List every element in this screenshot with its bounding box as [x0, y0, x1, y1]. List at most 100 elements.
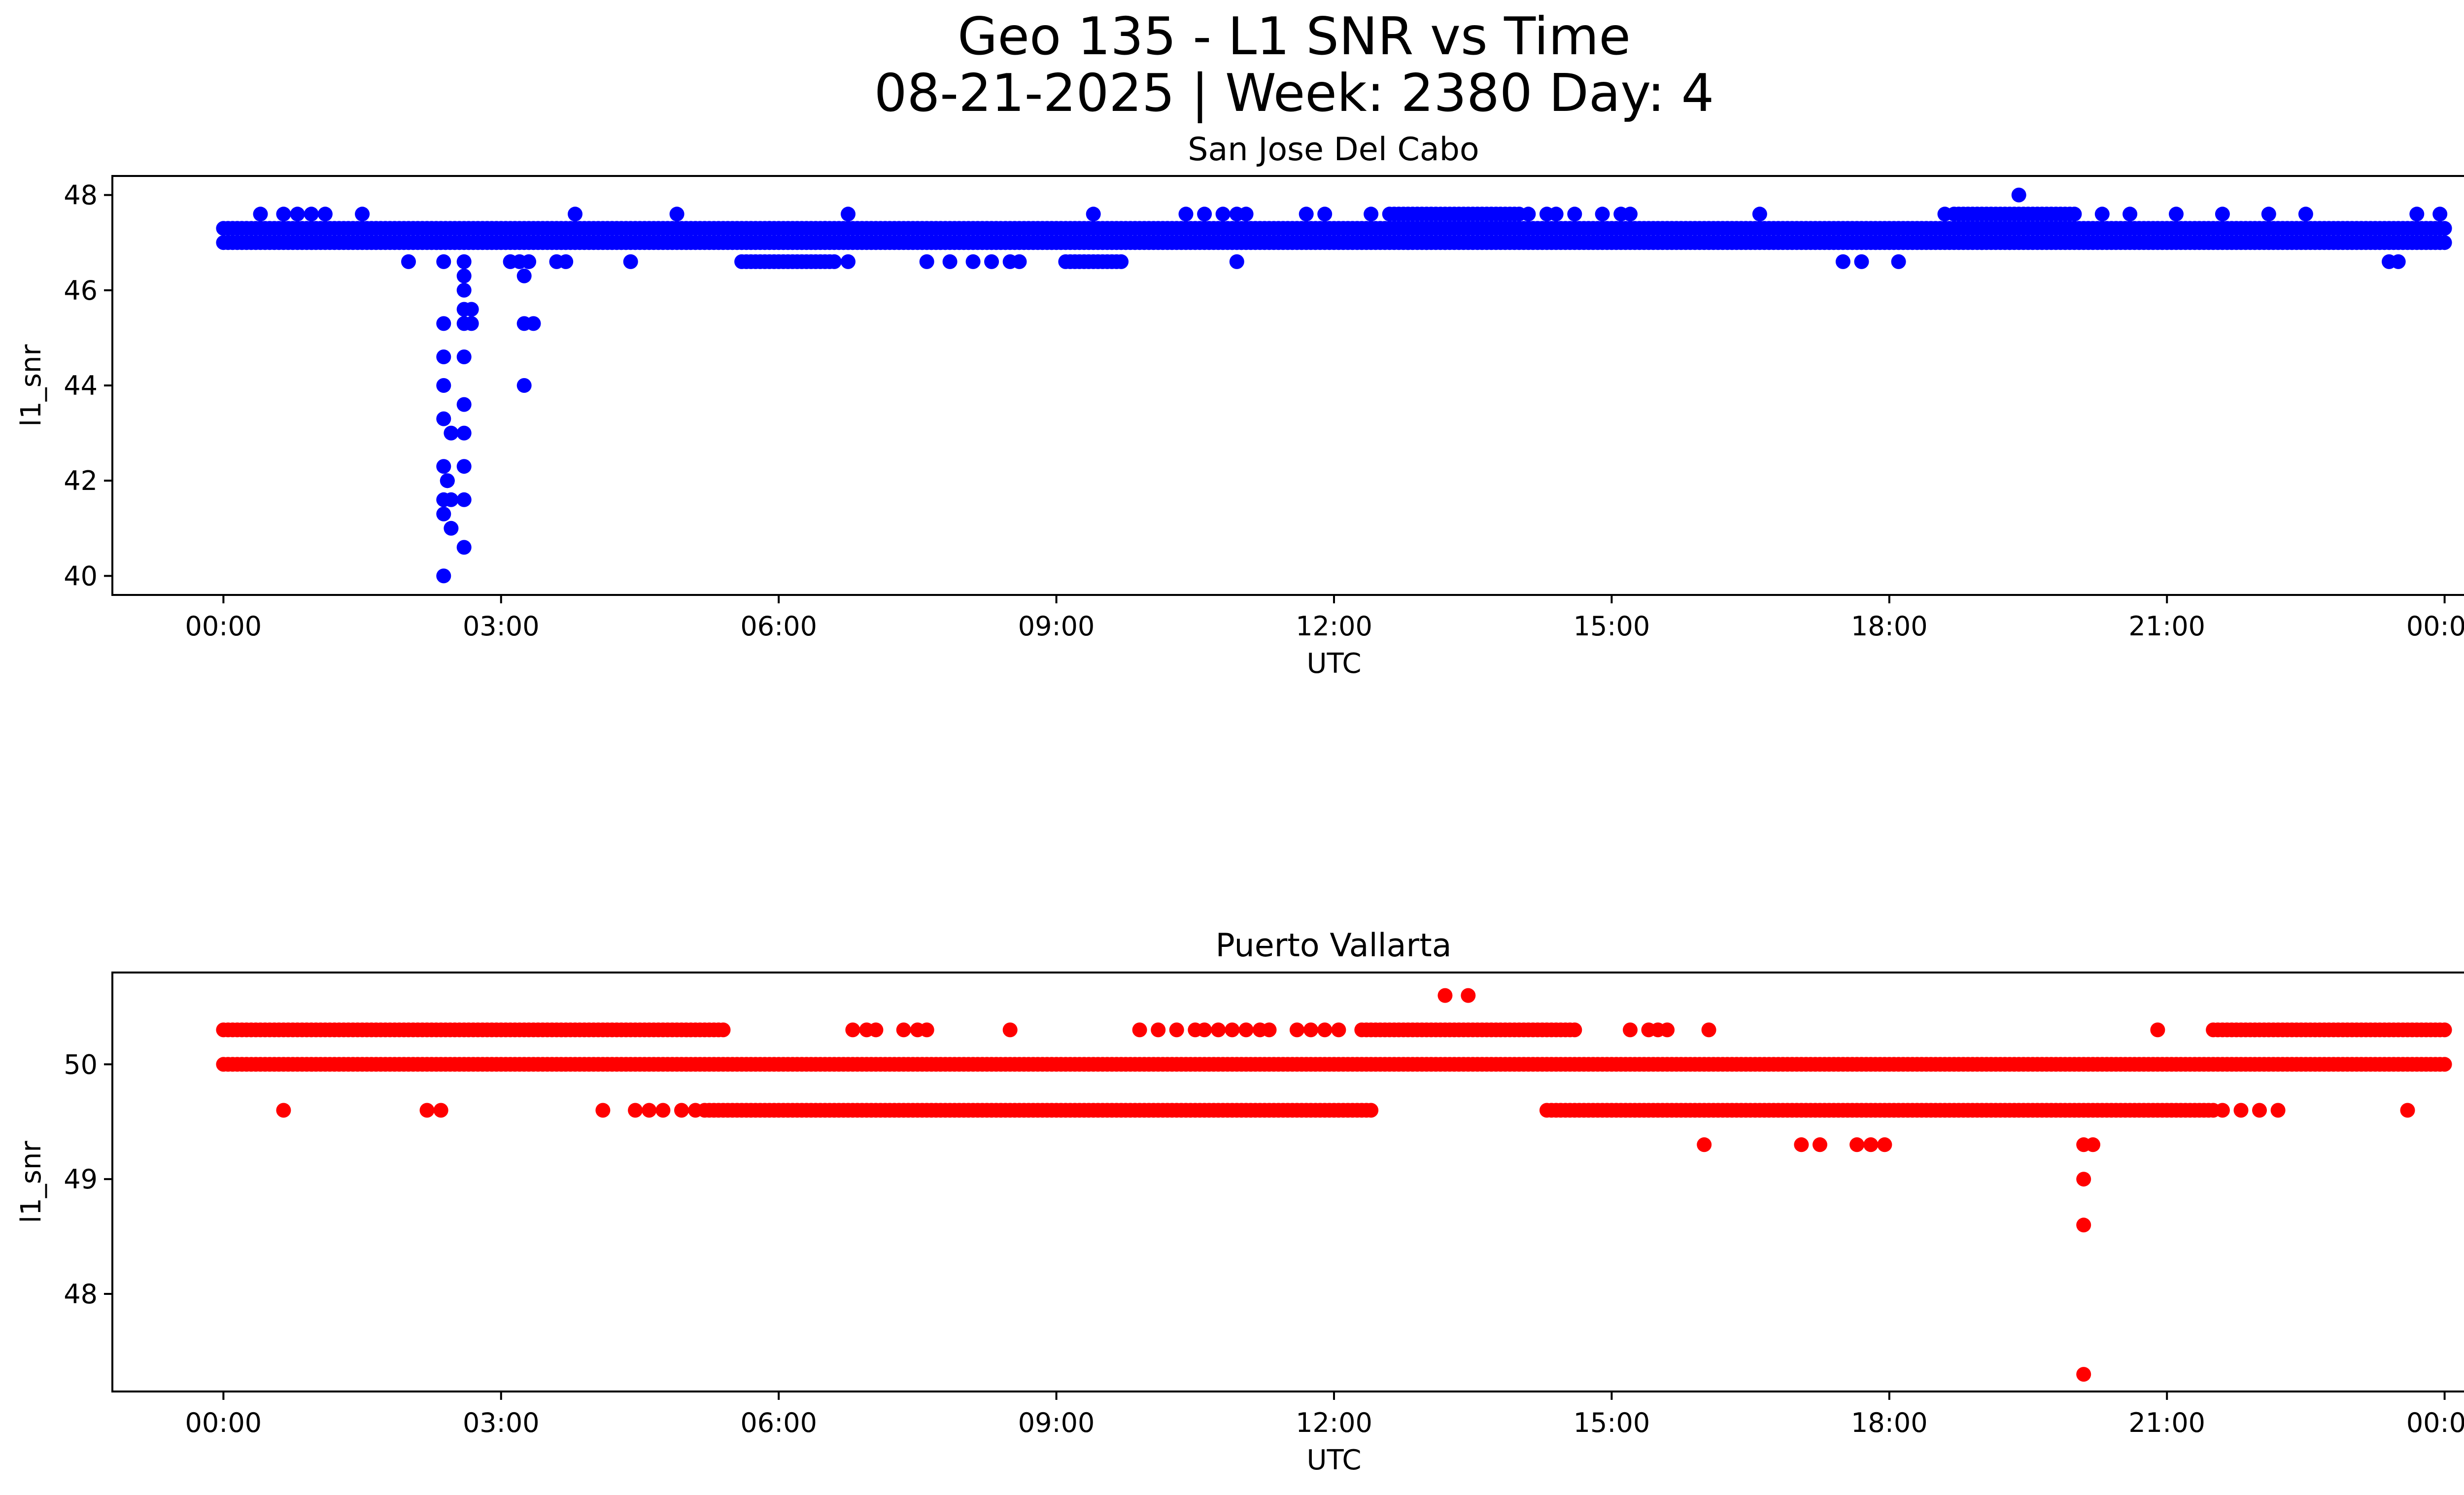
data-point — [1299, 207, 1314, 222]
data-point — [1849, 1137, 1865, 1152]
data-point — [1877, 1137, 1892, 1152]
y-tick-label: 48 — [64, 180, 98, 211]
data-band — [216, 1022, 731, 1038]
data-point — [2094, 207, 2110, 222]
data-point — [456, 397, 472, 412]
subplot-title: San Jose Del Cabo — [1188, 131, 1479, 168]
data-point — [965, 254, 981, 269]
x-tick-label: 06:00 — [740, 611, 817, 642]
data-point — [716, 1022, 731, 1038]
x-tick-label: 18:00 — [1851, 1407, 1928, 1438]
data-point — [456, 349, 472, 364]
data-point — [1364, 207, 1379, 222]
data-point — [2076, 1217, 2091, 1233]
data-point — [464, 302, 479, 317]
data-band — [216, 221, 2452, 236]
data-band — [216, 235, 2452, 250]
data-point — [1623, 207, 1638, 222]
data-point — [456, 492, 472, 507]
data-point — [1169, 1022, 1184, 1038]
data-point — [826, 254, 842, 269]
data-band — [1947, 207, 2082, 222]
y-tick-label: 40 — [64, 560, 98, 591]
data-point — [674, 1103, 689, 1118]
figure-title-line1: Geo 135 - L1 SNR vs Time — [958, 6, 1631, 67]
data-point — [2215, 207, 2230, 222]
data-point — [2298, 207, 2313, 222]
y-axis-ticks: 40 42 44 46 48 — [64, 180, 112, 591]
data-point — [841, 254, 856, 269]
data-point — [290, 207, 305, 222]
x-tick-label: 21:00 — [2128, 611, 2205, 642]
data-point — [2432, 207, 2448, 222]
data-point — [276, 1103, 291, 1118]
data-point — [1238, 1022, 1254, 1038]
data-point — [1178, 207, 1194, 222]
x-axis-label: UTC — [1306, 648, 1361, 680]
x-tick-label: 03:00 — [463, 611, 540, 642]
data-point — [355, 207, 370, 222]
data-point — [1794, 1137, 1809, 1152]
data-point — [1854, 254, 1869, 269]
data-point — [1303, 1022, 1318, 1038]
data-point — [1086, 207, 1101, 222]
x-tick-label: 12:00 — [1296, 1407, 1372, 1438]
data-point — [1197, 207, 1212, 222]
data-point — [456, 254, 472, 269]
data-point — [623, 254, 638, 269]
x-tick-label: 15:00 — [1574, 1407, 1650, 1438]
data-point — [942, 254, 958, 269]
data-point — [655, 1103, 671, 1118]
data-point — [1595, 207, 1610, 222]
data-point — [433, 1103, 448, 1118]
data-point — [2270, 1103, 2286, 1118]
data-point — [896, 1022, 911, 1038]
data-point — [436, 254, 451, 269]
axes-frame — [111, 175, 2464, 596]
data-point — [2437, 235, 2452, 250]
data-point — [464, 316, 479, 331]
subplot-puerto-vallarta: Puerto Vallarta 00:00 03:00 06:00 09:00 12:0… — [15, 927, 2464, 1476]
data-point — [440, 473, 455, 488]
data-point — [841, 207, 856, 222]
data-point — [1835, 254, 1850, 269]
data-point — [436, 506, 451, 522]
data-point — [1548, 207, 1564, 222]
data-band — [216, 1057, 2452, 1072]
data-point — [1317, 207, 1333, 222]
data-point — [1002, 1022, 1018, 1038]
data-point — [526, 316, 541, 331]
x-tick-label: 09:00 — [1018, 1407, 1095, 1438]
data-point — [1229, 254, 1244, 269]
data-point — [1419, 235, 1434, 250]
data-point — [1437, 988, 1453, 1003]
data-point — [762, 221, 777, 236]
data-point — [456, 540, 472, 555]
y-tick-label: 46 — [64, 275, 98, 306]
data-point — [1974, 235, 1989, 250]
data-point — [1752, 207, 1767, 222]
data-point — [436, 459, 451, 474]
data-point — [642, 1103, 657, 1118]
data-point — [1891, 254, 1906, 269]
data-point — [1623, 1022, 1638, 1038]
data-point — [2076, 1172, 2091, 1187]
x-tick-label: 09:00 — [1018, 611, 1095, 642]
subplot-title: Puerto Vallarta — [1215, 927, 1451, 964]
data-point — [919, 1022, 934, 1038]
data-point — [1701, 1022, 1716, 1038]
data-point — [1660, 1022, 1675, 1038]
data-band — [1539, 1103, 2221, 1118]
subplot-san-jose-del-cabo: San Jose Del Cabo 00:00 03:00 06:00 09:00 12… — [15, 131, 2464, 680]
data-point — [2233, 1103, 2249, 1118]
data-point — [1225, 1022, 1240, 1038]
data-point — [2122, 207, 2138, 222]
data-point — [2215, 1103, 2230, 1118]
data-point — [2409, 207, 2425, 222]
scatter-points — [216, 988, 2452, 1382]
data-point — [1289, 1022, 1304, 1038]
y-tick-label: 42 — [64, 465, 98, 496]
data-point — [1331, 1022, 1346, 1038]
data-point — [1215, 207, 1231, 222]
